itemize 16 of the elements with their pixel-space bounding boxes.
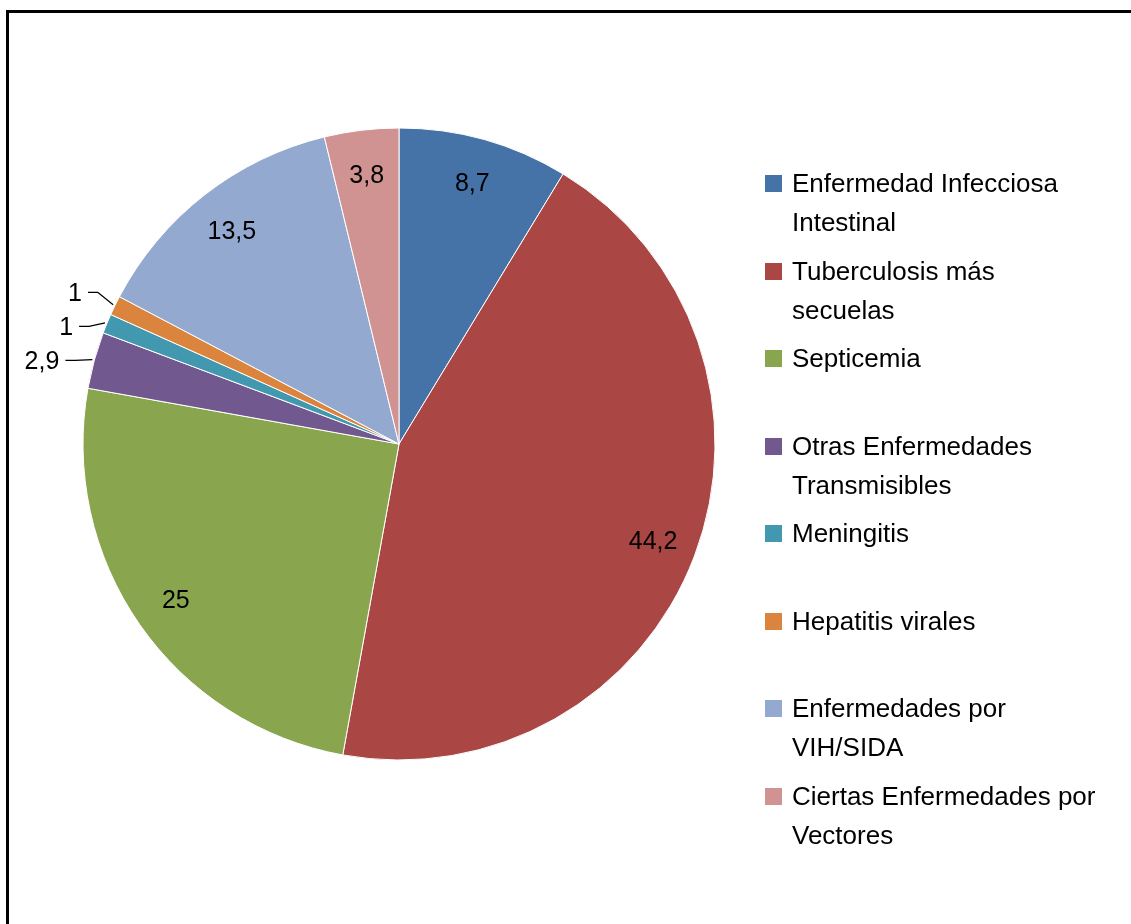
legend-label: Otras Enfermedades Transmisibles (792, 429, 1033, 502)
data-label: 3,8 (349, 160, 385, 189)
legend-label: Tuberculosis más secuelas (792, 254, 996, 327)
legend-label: Enfermedades por VIH/SIDA (792, 692, 1007, 764)
legend-label: Meningitis (792, 517, 911, 550)
data-label: 1 (59, 312, 74, 341)
data-label: 2,9 (24, 346, 60, 375)
data-label: 8,7 (454, 168, 490, 197)
data-label: 1 (68, 278, 82, 307)
legend-label: Enfermedad Infecciosa Intestinal (792, 167, 1059, 239)
legend-label: Hepatitis virales (792, 604, 977, 638)
legend-label: Septicemia (792, 342, 922, 375)
data-label: 13,5 (207, 215, 257, 244)
data-label: 25 (161, 585, 190, 614)
data-label: 44,2 (628, 526, 678, 555)
legend-label: Ciertas Enfermedades por Vectores (792, 779, 1097, 852)
